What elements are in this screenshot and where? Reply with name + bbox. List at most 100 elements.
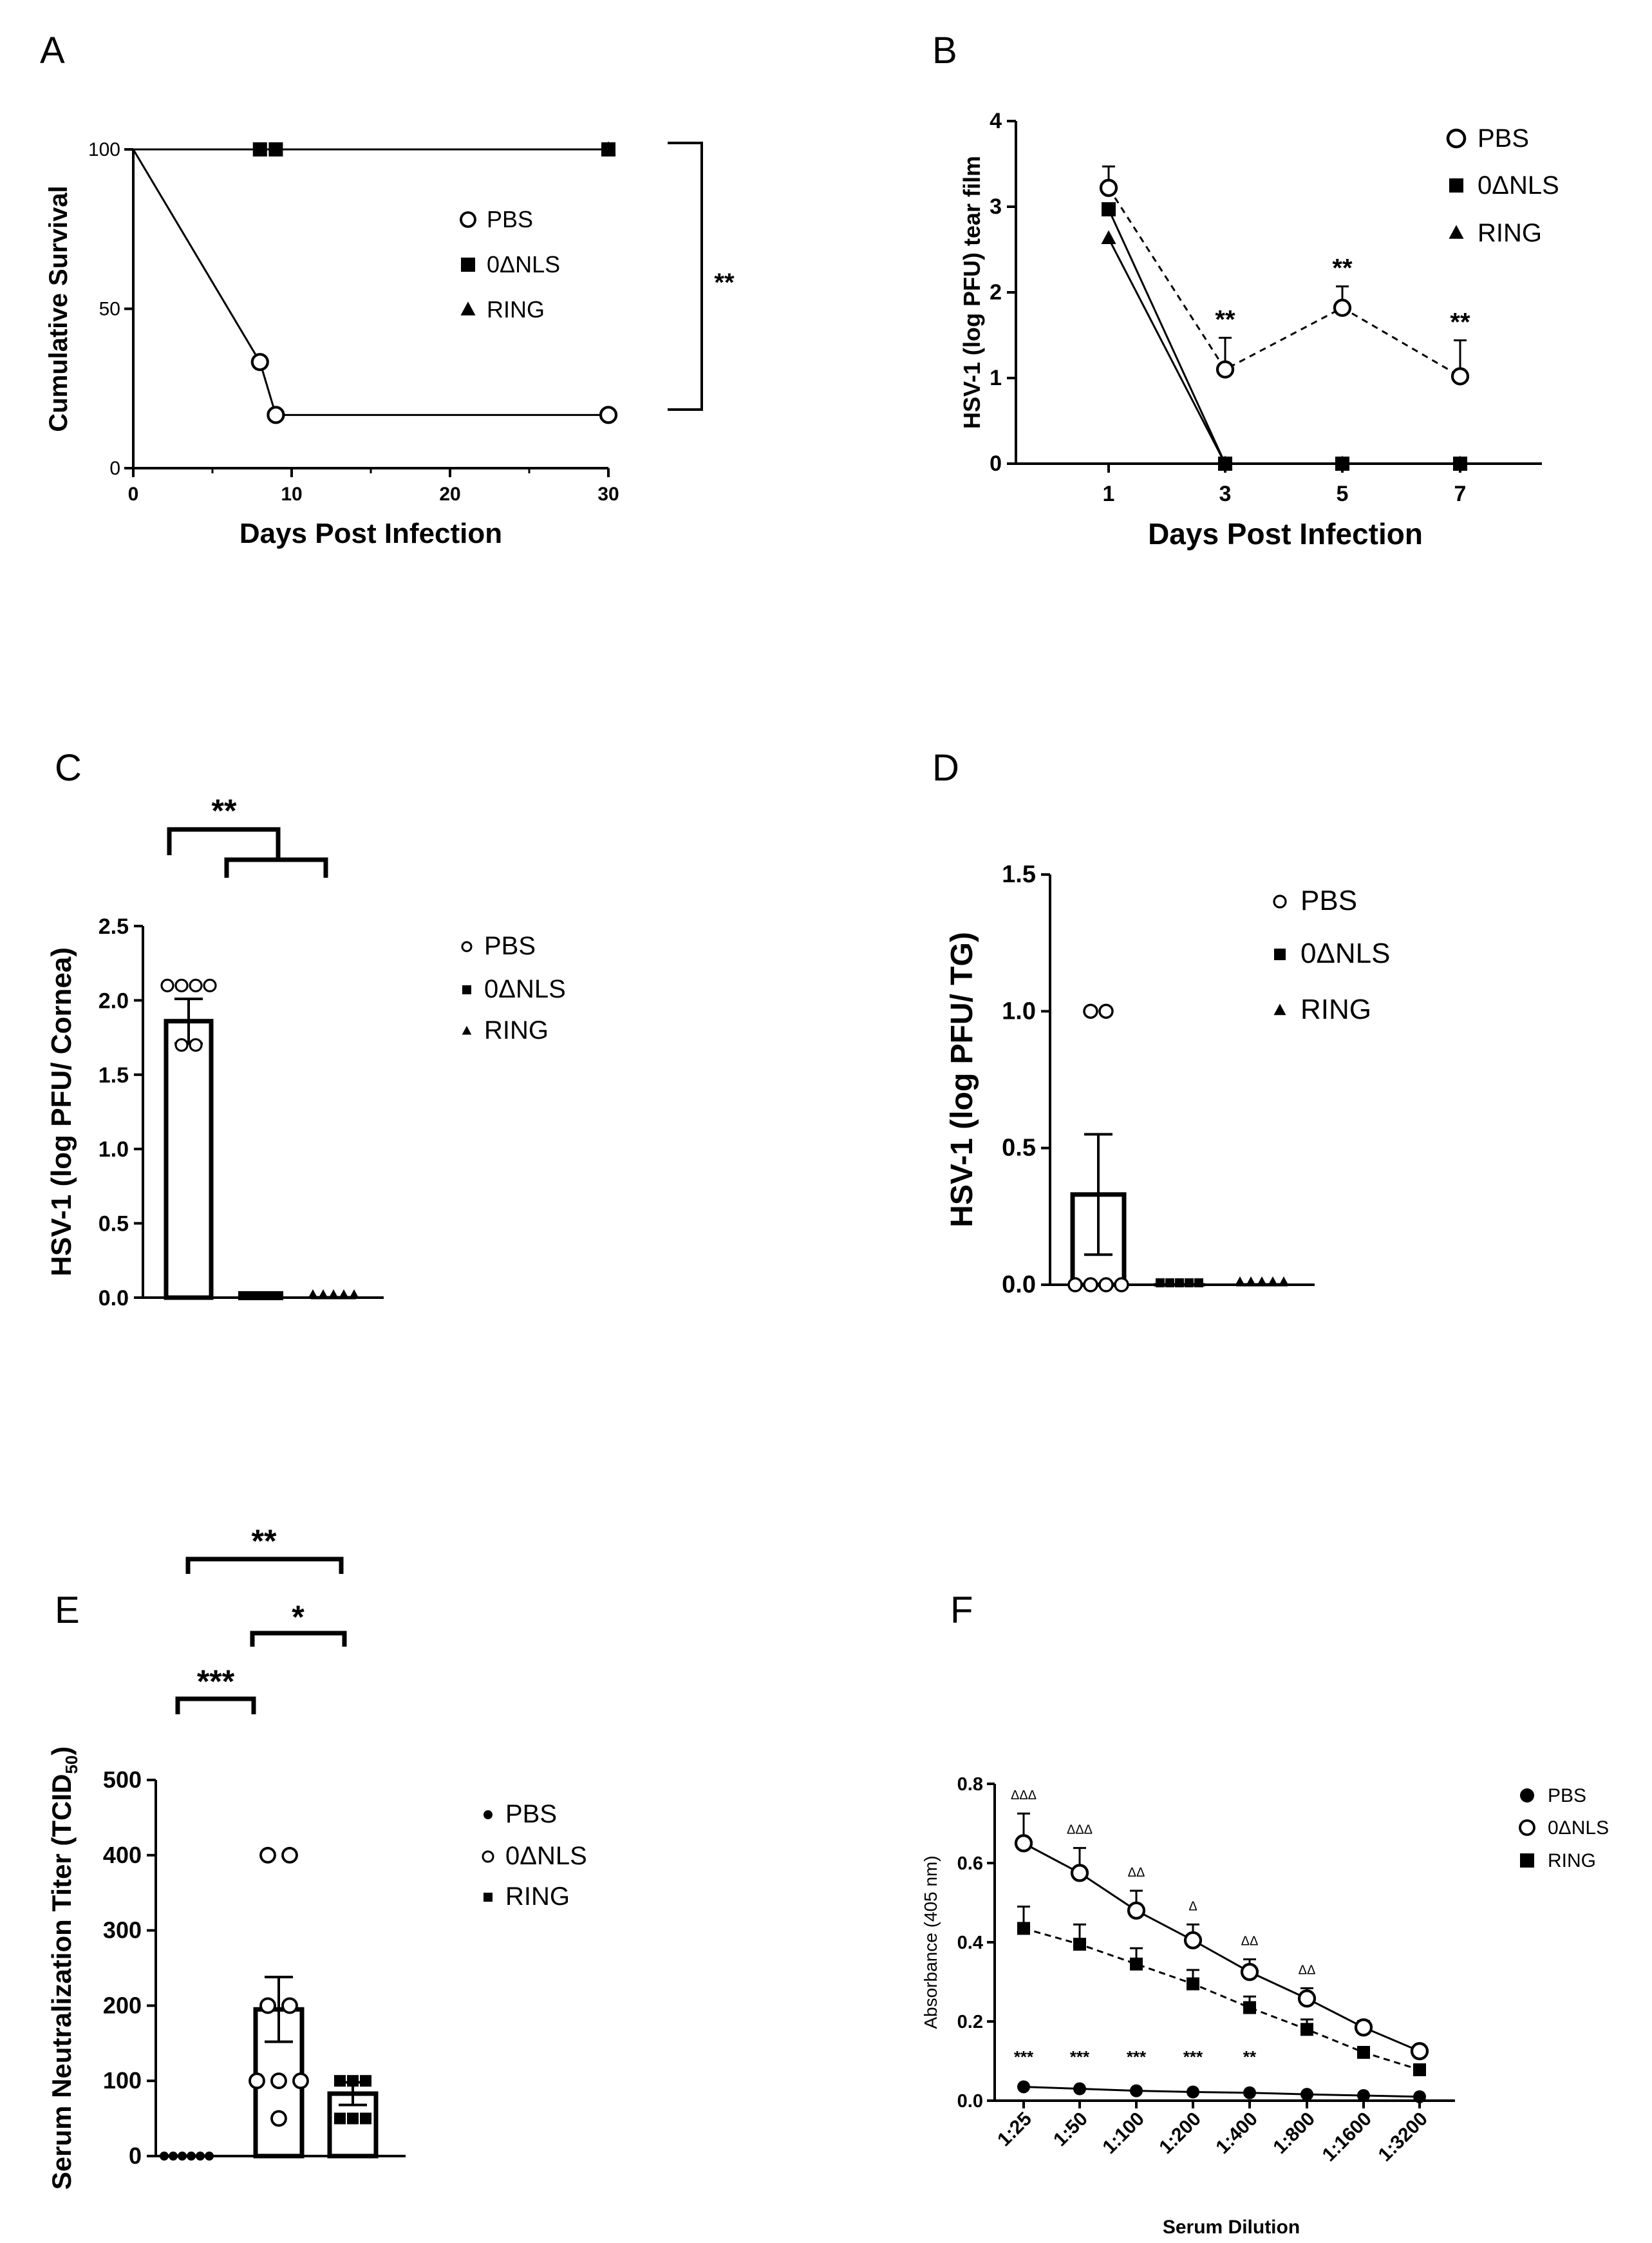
legend-label-ring: RING <box>484 1016 549 1045</box>
significance-label: ** <box>1332 254 1353 283</box>
legend-label-0nls: 0ΔNLS <box>484 975 566 1003</box>
x-tick-label: 7 <box>1454 482 1467 506</box>
data-point-ring <box>1413 2063 1426 2077</box>
data-point-ring <box>1246 1276 1256 1285</box>
legend-label-pbs: PBS <box>505 1800 557 1828</box>
x-tick-label: 5 <box>1337 482 1349 506</box>
y-tick-label: 300 <box>103 1917 142 1944</box>
data-point-ring <box>334 2112 346 2125</box>
legend-marker-0nls <box>482 1850 494 1863</box>
data-point-0nls <box>1240 1963 1259 1982</box>
data-point-ring <box>347 2075 359 2087</box>
panel-letter-d: D <box>932 747 959 789</box>
y-axis-label: Serum Neutralization Titer (TCID50) <box>46 1746 81 2190</box>
y-tick-label: 0.2 <box>957 2012 983 2032</box>
significance-bracket-0nls-ring <box>250 1631 347 1647</box>
y-tick-label: 2.5 <box>99 914 129 939</box>
data-point-0nls <box>1014 1834 1033 1853</box>
data-point-pbs <box>1073 2082 1086 2096</box>
panel-a-survival-chart: 0 50 100 0 10 20 30 Days Post Infection Cumulati… <box>44 139 735 549</box>
data-point-ring <box>601 141 616 155</box>
legend-marker-ring <box>462 1025 472 1035</box>
significance-label: *** <box>197 1663 235 1699</box>
data-point-pbs <box>1216 360 1235 379</box>
delta-significance-label: ΔΔΔ <box>1067 1823 1093 1837</box>
legend-label-0nls: 0ΔNLS <box>1300 938 1390 969</box>
x-tick-label: 1:50 <box>1049 2108 1092 2151</box>
legend-marker-ring <box>1273 1003 1286 1016</box>
data-point-pbs <box>1083 1277 1098 1292</box>
data-point-ring <box>339 1289 349 1298</box>
y-tick-label: 1 <box>990 366 1002 390</box>
data-point-pbs <box>1450 367 1470 386</box>
y-tick-label: 100 <box>88 139 120 160</box>
x-axis-label: Serum Dilution <box>1163 2217 1300 2238</box>
significance-bracket <box>668 142 703 411</box>
y-tick-label: 50 <box>99 299 120 320</box>
data-point-pbs <box>1357 2089 1370 2103</box>
data-point-pbs <box>1333 298 1352 317</box>
data-point-pbs <box>1130 2084 1143 2097</box>
significance-bracket-pbs-0nls <box>175 1696 256 1714</box>
data-point-pbs <box>203 978 217 992</box>
legend-marker-0nls <box>461 258 475 272</box>
data-point-pbs <box>1187 2085 1199 2099</box>
data-point-pbs <box>174 978 189 992</box>
star-significance-label: *** <box>1070 2047 1090 2067</box>
y-tick-label: 0.0 <box>99 1286 129 1311</box>
y-tick-label: 200 <box>103 1992 142 2018</box>
x-tick-label: 1 <box>1103 482 1115 506</box>
data-point-0nls <box>1297 1989 1317 2008</box>
data-point-pbs <box>1098 1003 1114 1019</box>
y-tick-label: 3 <box>990 194 1002 219</box>
data-point-ring <box>1279 1276 1289 1285</box>
legend-marker-pbs <box>483 1810 493 1819</box>
data-point-ring <box>1300 2023 1313 2036</box>
y-tick-label: 0 <box>129 2143 142 2169</box>
data-point-ring <box>360 2075 371 2087</box>
data-point-pbs <box>178 2152 187 2161</box>
legend-label-pbs: PBS <box>484 932 536 960</box>
significance-label: ** <box>714 269 735 297</box>
data-point-ring <box>1217 455 1233 469</box>
legend-label-ring: RING <box>1300 994 1371 1025</box>
star-significance-label: *** <box>1127 2047 1147 2067</box>
y-tick-label: 2.0 <box>99 989 129 1013</box>
star-significance-label: *** <box>1014 2047 1034 2067</box>
data-point-0nls <box>256 1291 265 1300</box>
data-point-ring <box>1268 1276 1278 1285</box>
x-axis-label: Days Post Infection <box>239 518 502 549</box>
panel-letter-c: C <box>55 747 82 789</box>
data-point-pbs <box>599 406 618 424</box>
y-tick-label: 0.5 <box>1002 1135 1036 1162</box>
y-tick-label: 4 <box>990 109 1002 133</box>
legend-label-pbs: PBS <box>1300 885 1357 916</box>
data-point-pbs <box>160 978 174 992</box>
bar-ring <box>327 2091 379 2159</box>
data-point-0nls <box>259 1997 276 2014</box>
data-point-pbs <box>1243 2086 1256 2099</box>
y-tick-label: 1.5 <box>99 1063 129 1088</box>
data-point-ring <box>1017 1922 1030 1935</box>
y-tick-label: 0.0 <box>957 2091 983 2112</box>
x-tick-label: 20 <box>439 484 460 505</box>
data-point-ring <box>1452 455 1468 469</box>
panel-b-tear-film-chart: 0 1 2 3 4 1 3 5 7 Days Post Infection HSV-1 (log P… <box>959 109 1559 551</box>
data-point-pbs <box>189 1038 203 1052</box>
data-point-pbs <box>1083 1003 1098 1019</box>
y-tick-label: 0.0 <box>1002 1271 1036 1298</box>
data-point-0nls <box>1354 2018 1373 2037</box>
legend-label-pbs: PBS <box>1548 1785 1586 1806</box>
data-point-pbs <box>187 2152 196 2161</box>
series-line-pbs <box>1023 2085 1420 2098</box>
data-point-ring <box>1335 455 1350 469</box>
y-tick-label: 100 <box>103 2067 142 2094</box>
data-point-ring <box>1357 2045 1370 2059</box>
data-point-0nls <box>1175 1278 1184 1287</box>
x-tick-label: 1:100 <box>1098 2108 1149 2159</box>
x-tick-label: 3 <box>1219 482 1232 506</box>
y-axis-label: Cumulative Survival <box>44 185 73 431</box>
legend-label-ring: RING <box>487 296 545 323</box>
significance-label: ** <box>1215 305 1235 334</box>
